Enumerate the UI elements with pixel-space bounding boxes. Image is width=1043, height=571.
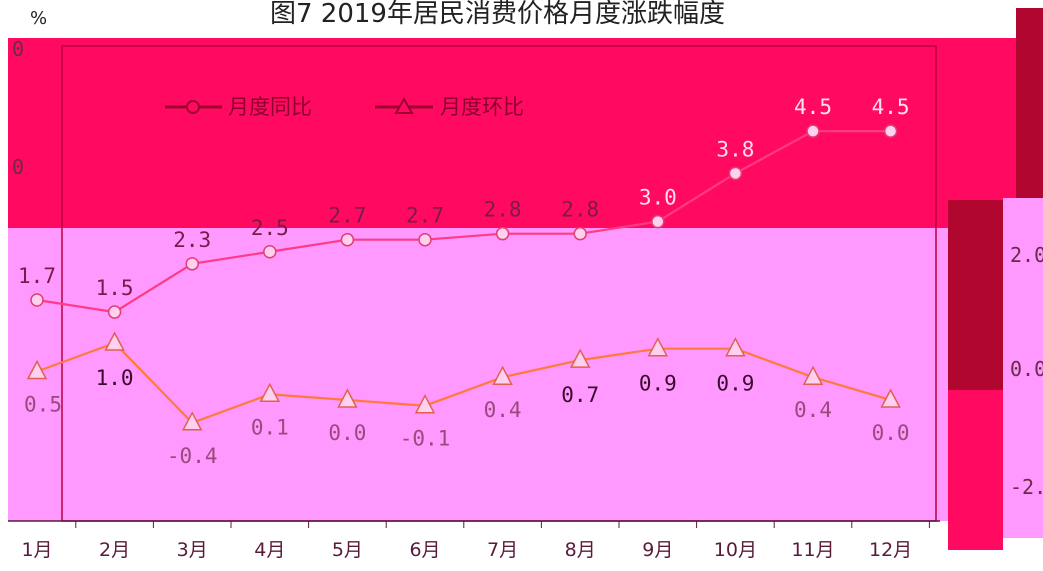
- point-yoy: [806, 124, 820, 138]
- data-label-mom: 0.7: [561, 383, 599, 407]
- right-dark-block: [948, 200, 1003, 390]
- data-label-yoy: 2.7: [328, 204, 366, 228]
- data-label-yoy: 2.3: [173, 228, 211, 252]
- x-tick-label: 10月: [714, 539, 757, 561]
- point-yoy: [651, 214, 665, 229]
- legend-marker-circle: [186, 100, 200, 114]
- data-label-mom: 0.0: [872, 421, 910, 445]
- legend-label-yoy: 月度同比: [228, 95, 312, 119]
- right-red-block: [948, 390, 1003, 550]
- point-yoy: [728, 166, 743, 181]
- point-mom: [414, 394, 436, 414]
- data-label-yoy: 2.5: [251, 216, 289, 240]
- y-left-tick: 0: [12, 37, 24, 61]
- point-mom: [802, 365, 824, 385]
- data-label-mom: 0.9: [639, 372, 677, 396]
- series-line-yoy: [36, 130, 891, 314]
- point-yoy: [263, 245, 277, 259]
- point-yoy: [495, 226, 510, 241]
- x-tick-label: 7月: [487, 539, 518, 561]
- legend: 月度同比 月度环比: [165, 95, 524, 119]
- data-label-mom: 1.0: [96, 366, 134, 390]
- point-mom: [337, 388, 358, 408]
- data-label-yoy: 2.8: [561, 198, 599, 222]
- chart-marks: 1月 2月 3月 4月 5月 6月 7月 8月 9月 10月 11月 12月 1.7 1.5 2.3 2.5 2…: [18, 95, 930, 561]
- point-yoy: [573, 226, 587, 241]
- point-mom: [569, 348, 591, 368]
- data-label-yoy: 2.7: [406, 204, 444, 228]
- legend-label-mom: 月度环比: [440, 95, 524, 119]
- plot-pink-block: [8, 228, 948, 521]
- corner-dark-block: [1016, 8, 1043, 198]
- point-yoy: [185, 257, 199, 271]
- header-red-block: [8, 38, 1016, 230]
- x-tick-label: 5月: [332, 539, 363, 561]
- point-yoy: [340, 232, 355, 247]
- x-tick-label: 4月: [254, 539, 285, 561]
- y-right-tick: 0.0: [1010, 357, 1043, 381]
- x-tick-label: 1月: [21, 539, 52, 561]
- data-label-mom: 0.1: [251, 415, 289, 439]
- point-mom: [492, 365, 513, 385]
- data-label-mom: 0.5: [24, 393, 62, 417]
- x-tick-label: 8月: [565, 539, 596, 561]
- data-label-yoy: 3.0: [639, 186, 677, 210]
- x-tick-label: 3月: [177, 539, 208, 561]
- series-line-mom: [36, 341, 891, 425]
- point-yoy: [107, 305, 122, 319]
- point-mom: [725, 337, 746, 357]
- data-label-yoy: 3.8: [716, 137, 754, 161]
- legend-marker-triangle: [394, 96, 414, 114]
- data-label-yoy: 2.8: [484, 198, 522, 222]
- x-tick-label: 6月: [409, 539, 440, 561]
- data-label-yoy: 1.7: [18, 264, 56, 288]
- x-tick-label: 9月: [642, 539, 673, 561]
- point-mom: [647, 337, 669, 357]
- point-yoy: [418, 232, 432, 247]
- right-pink-block: [1003, 198, 1043, 538]
- data-label-mom: -0.1: [400, 427, 451, 451]
- x-tick-label: 12月: [869, 539, 912, 561]
- y-unit-label: %: [30, 8, 47, 29]
- y-left-tick: 0: [12, 155, 24, 179]
- data-label-mom: 0.9: [716, 372, 754, 396]
- data-label-yoy: 1.5: [96, 276, 134, 300]
- point-mom: [104, 331, 125, 351]
- x-tick-label: 11月: [791, 539, 834, 561]
- x-tick-label: 2月: [99, 539, 130, 561]
- data-label-mom: 0.4: [484, 398, 522, 422]
- point-yoy: [883, 124, 898, 138]
- point-mom: [181, 411, 203, 431]
- data-label-mom: -0.4: [167, 444, 218, 468]
- chart-title: 图7 2019年居民消费价格月度涨跌幅度: [270, 0, 725, 29]
- data-label-mom: 0.0: [328, 421, 366, 445]
- point-yoy: [30, 293, 44, 307]
- data-label-mom: 0.4: [794, 398, 832, 422]
- point-mom: [26, 359, 48, 380]
- point-mom: [259, 382, 281, 403]
- y-right-tick: -2.0: [1010, 475, 1043, 499]
- point-mom: [880, 388, 901, 408]
- data-label-yoy: 4.5: [872, 95, 910, 119]
- data-label-yoy: 4.5: [794, 95, 832, 119]
- y-right-tick: 2.0: [1010, 243, 1043, 267]
